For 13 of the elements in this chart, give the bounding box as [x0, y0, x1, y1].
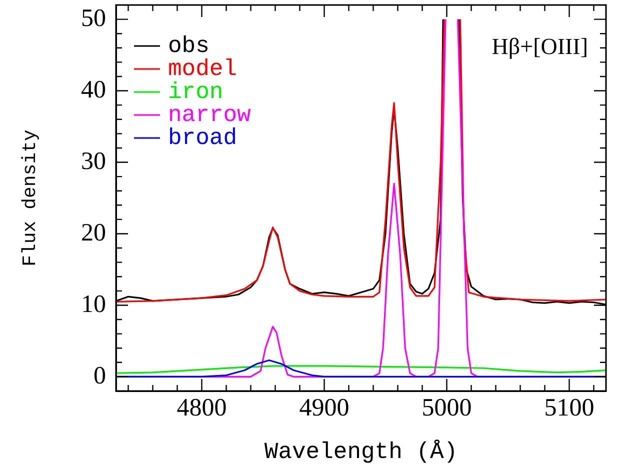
annotation: Hβ+[OIII] — [492, 34, 588, 60]
y-tick-label: 20 — [81, 219, 106, 246]
x-axis-title: Wavelength (Å) — [264, 439, 458, 466]
y-axis-title: Flux density — [19, 130, 42, 266]
x-tick-label: 4800 — [176, 394, 227, 422]
y-tick-label: 50 — [81, 4, 106, 32]
y-tick-label: 40 — [81, 76, 106, 104]
x-tick-label: 5100 — [544, 394, 594, 422]
x-tick-label: 5000 — [422, 394, 472, 422]
y-tick-label: 30 — [81, 148, 106, 175]
y-tick-label: 10 — [81, 290, 106, 318]
x-tick-label: 4900 — [299, 394, 350, 422]
y-tick-label: 0 — [94, 362, 106, 390]
